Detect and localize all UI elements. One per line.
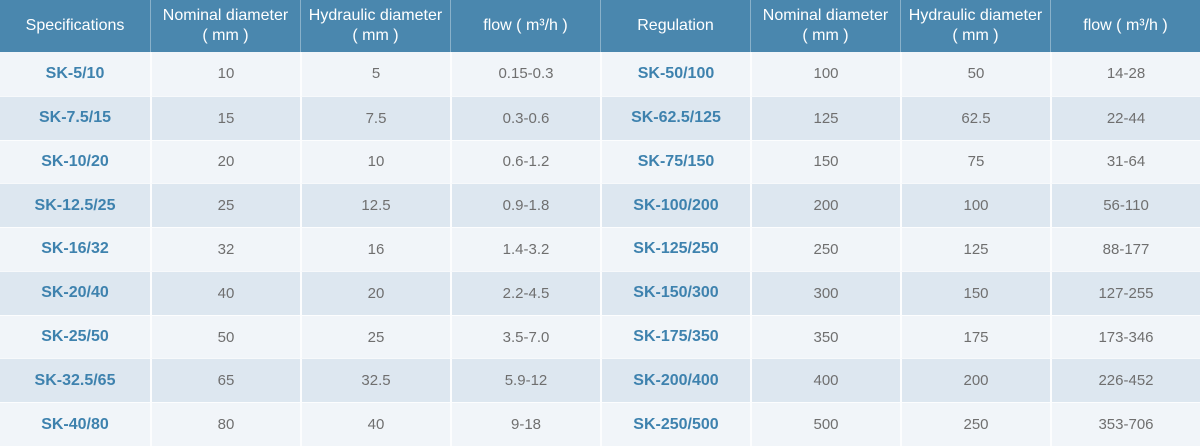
model-cell: SK-50/100	[600, 52, 750, 96]
value-cell: 350	[750, 314, 900, 359]
model-cell: SK-16/32	[0, 227, 150, 271]
value-cell: 0.9-1.8	[450, 183, 600, 228]
header-label: ( mm )	[802, 27, 849, 44]
value-cell: 25	[150, 183, 300, 228]
value-cell: 100	[750, 52, 900, 96]
header-cell-hydraulic-diameter: Hydraulic diameter ( mm )	[900, 0, 1050, 52]
value-cell: 50	[900, 52, 1050, 96]
header-cell-nominal-diameter: Nominal diameter ( mm )	[750, 0, 900, 52]
value-cell: 2.2-4.5	[450, 270, 600, 315]
header-label: ( mm )	[202, 27, 249, 44]
value-cell: 75	[900, 139, 1050, 184]
value-cell: 56-110	[1050, 183, 1200, 228]
value-cell: 250	[900, 402, 1050, 446]
model-cell: SK-200/400	[600, 358, 750, 403]
value-cell: 5	[300, 52, 450, 96]
value-cell: 9-18	[450, 402, 600, 446]
value-cell: 173-346	[1050, 314, 1200, 359]
value-cell: 80	[150, 402, 300, 446]
header-label: flow ( m³/h )	[483, 17, 568, 34]
model-cell: SK-20/40	[0, 270, 150, 315]
value-cell: 5.9-12	[450, 358, 600, 403]
value-cell: 31-64	[1050, 139, 1200, 184]
value-cell: 0.15-0.3	[450, 52, 600, 96]
header-label: Hydraulic diameter	[308, 7, 443, 24]
value-cell: 400	[750, 358, 900, 403]
value-cell: 127-255	[1050, 270, 1200, 315]
value-cell: 12.5	[300, 183, 450, 228]
model-cell: SK-150/300	[600, 270, 750, 315]
header-cell-regulation: Regulation	[600, 0, 750, 52]
model-cell: SK-62.5/125	[600, 95, 750, 140]
model-cell: SK-75/150	[600, 139, 750, 184]
value-cell: 0.3-0.6	[450, 95, 600, 140]
value-cell: 40	[150, 270, 300, 315]
value-cell: 125	[900, 227, 1050, 271]
value-cell: 22-44	[1050, 95, 1200, 140]
header-cell-flow-m-h: flow ( m³/h )	[1050, 0, 1200, 52]
value-cell: 150	[900, 270, 1050, 315]
model-cell: SK-25/50	[0, 314, 150, 359]
value-cell: 88-177	[1050, 227, 1200, 271]
model-cell: SK-40/80	[0, 402, 150, 446]
header-label: Regulation	[637, 17, 714, 34]
value-cell: 100	[900, 183, 1050, 228]
header-label: Hydraulic diameter	[908, 7, 1043, 24]
value-cell: 250	[750, 227, 900, 271]
model-cell: SK-175/350	[600, 314, 750, 359]
model-cell: SK-32.5/65	[0, 358, 150, 403]
model-cell: SK-100/200	[600, 183, 750, 228]
value-cell: 226-452	[1050, 358, 1200, 403]
header-label: ( mm )	[952, 27, 999, 44]
value-cell: 14-28	[1050, 52, 1200, 96]
header-label: Specifications	[25, 17, 125, 34]
model-cell: SK-125/250	[600, 227, 750, 271]
value-cell: 353-706	[1050, 402, 1200, 446]
specifications-table: Specifications Nominal diameter( mm ) Hydr…	[0, 0, 600, 446]
value-cell: 10	[150, 52, 300, 96]
value-cell: 150	[750, 139, 900, 184]
value-cell: 40	[300, 402, 450, 446]
model-cell: SK-5/10	[0, 52, 150, 96]
value-cell: 20	[300, 270, 450, 315]
value-cell: 16	[300, 227, 450, 271]
value-cell: 32	[150, 227, 300, 271]
value-cell: 0.6-1.2	[450, 139, 600, 184]
value-cell: 200	[900, 358, 1050, 403]
regulation-table: Regulation Nominal diameter( mm ) Hydrauli…	[600, 0, 1200, 446]
header-label: ( mm )	[352, 27, 399, 44]
model-cell: SK-250/500	[600, 402, 750, 446]
model-cell: SK-7.5/15	[0, 95, 150, 140]
value-cell: 25	[300, 314, 450, 359]
value-cell: 20	[150, 139, 300, 184]
value-cell: 125	[750, 95, 900, 140]
value-cell: 7.5	[300, 95, 450, 140]
header-cell-hydraulic-diameter: Hydraulic diameter ( mm )	[300, 0, 450, 52]
header-label: Nominal diameter	[162, 7, 289, 24]
model-cell: SK-10/20	[0, 139, 150, 184]
header-cell-nominal-diameter: Nominal diameter ( mm )	[150, 0, 300, 52]
value-cell: 65	[150, 358, 300, 403]
value-cell: 10	[300, 139, 450, 184]
header-label: Nominal diameter	[762, 7, 889, 24]
value-cell: 32.5	[300, 358, 450, 403]
value-cell: 15	[150, 95, 300, 140]
value-cell: 62.5	[900, 95, 1050, 140]
value-cell: 1.4-3.2	[450, 227, 600, 271]
header-label: flow ( m³/h )	[1083, 17, 1168, 34]
value-cell: 300	[750, 270, 900, 315]
value-cell: 50	[150, 314, 300, 359]
header-cell-flow-m-h: flow ( m³/h )	[450, 0, 600, 52]
model-cell: SK-12.5/25	[0, 183, 150, 228]
value-cell: 500	[750, 402, 900, 446]
value-cell: 3.5-7.0	[450, 314, 600, 359]
value-cell: 200	[750, 183, 900, 228]
header-cell-specifications: Specifications	[0, 0, 150, 52]
value-cell: 175	[900, 314, 1050, 359]
